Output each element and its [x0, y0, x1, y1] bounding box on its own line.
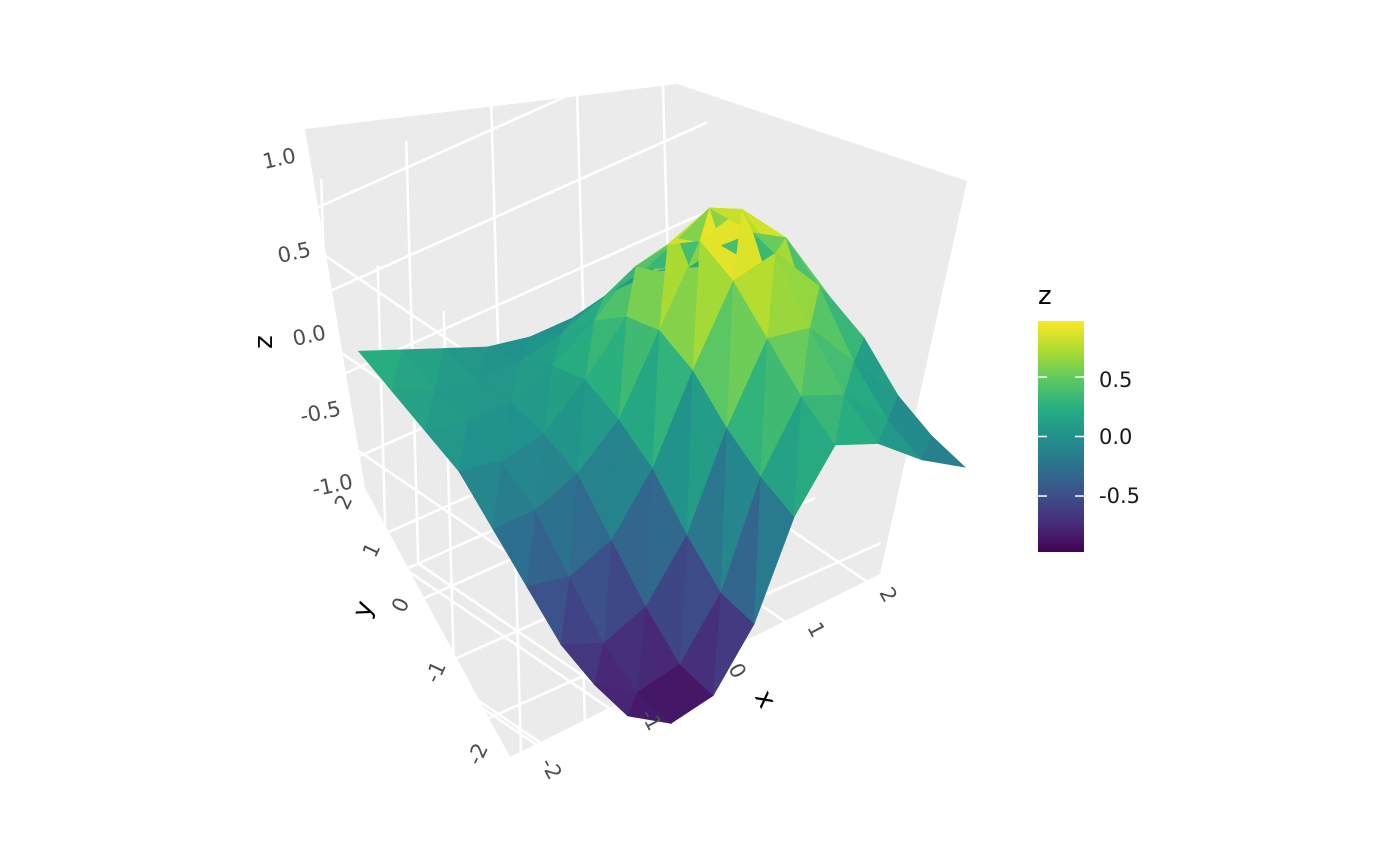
y-tick-label: -2	[462, 739, 493, 768]
legend-tick-label: -0.5	[1099, 484, 1140, 508]
legend-ticks	[1038, 376, 1084, 497]
surface-mesh	[357, 206, 966, 725]
y-tick-label: 1	[358, 539, 385, 561]
grid-line	[281, 121, 708, 314]
grid-line	[286, 487, 618, 715]
grid-line	[587, 631, 1014, 825]
legend-tick-label: 0.5	[1099, 368, 1132, 392]
grid-line	[278, 33, 706, 226]
legend-tick-label: 0.0	[1099, 425, 1132, 449]
grid-line	[521, 586, 948, 780]
z-axis-title: z	[249, 335, 279, 349]
grid-line	[376, 265, 392, 689]
grid-line	[277, 198, 293, 621]
grid-line	[310, 220, 326, 644]
grid-line	[283, 209, 711, 402]
legend-title: z	[1038, 281, 1052, 311]
grid-line	[319, 179, 335, 602]
z-tick-label: -0.5	[298, 396, 343, 428]
z-tick-label: 1.0	[260, 143, 298, 173]
legend: z 0.5 0.0 -0.5	[1038, 281, 1140, 552]
x-axis-title: x	[748, 685, 782, 713]
z-tick-label: 0.0	[290, 320, 328, 350]
grid-line	[288, 575, 621, 803]
surface-facet	[921, 435, 966, 468]
